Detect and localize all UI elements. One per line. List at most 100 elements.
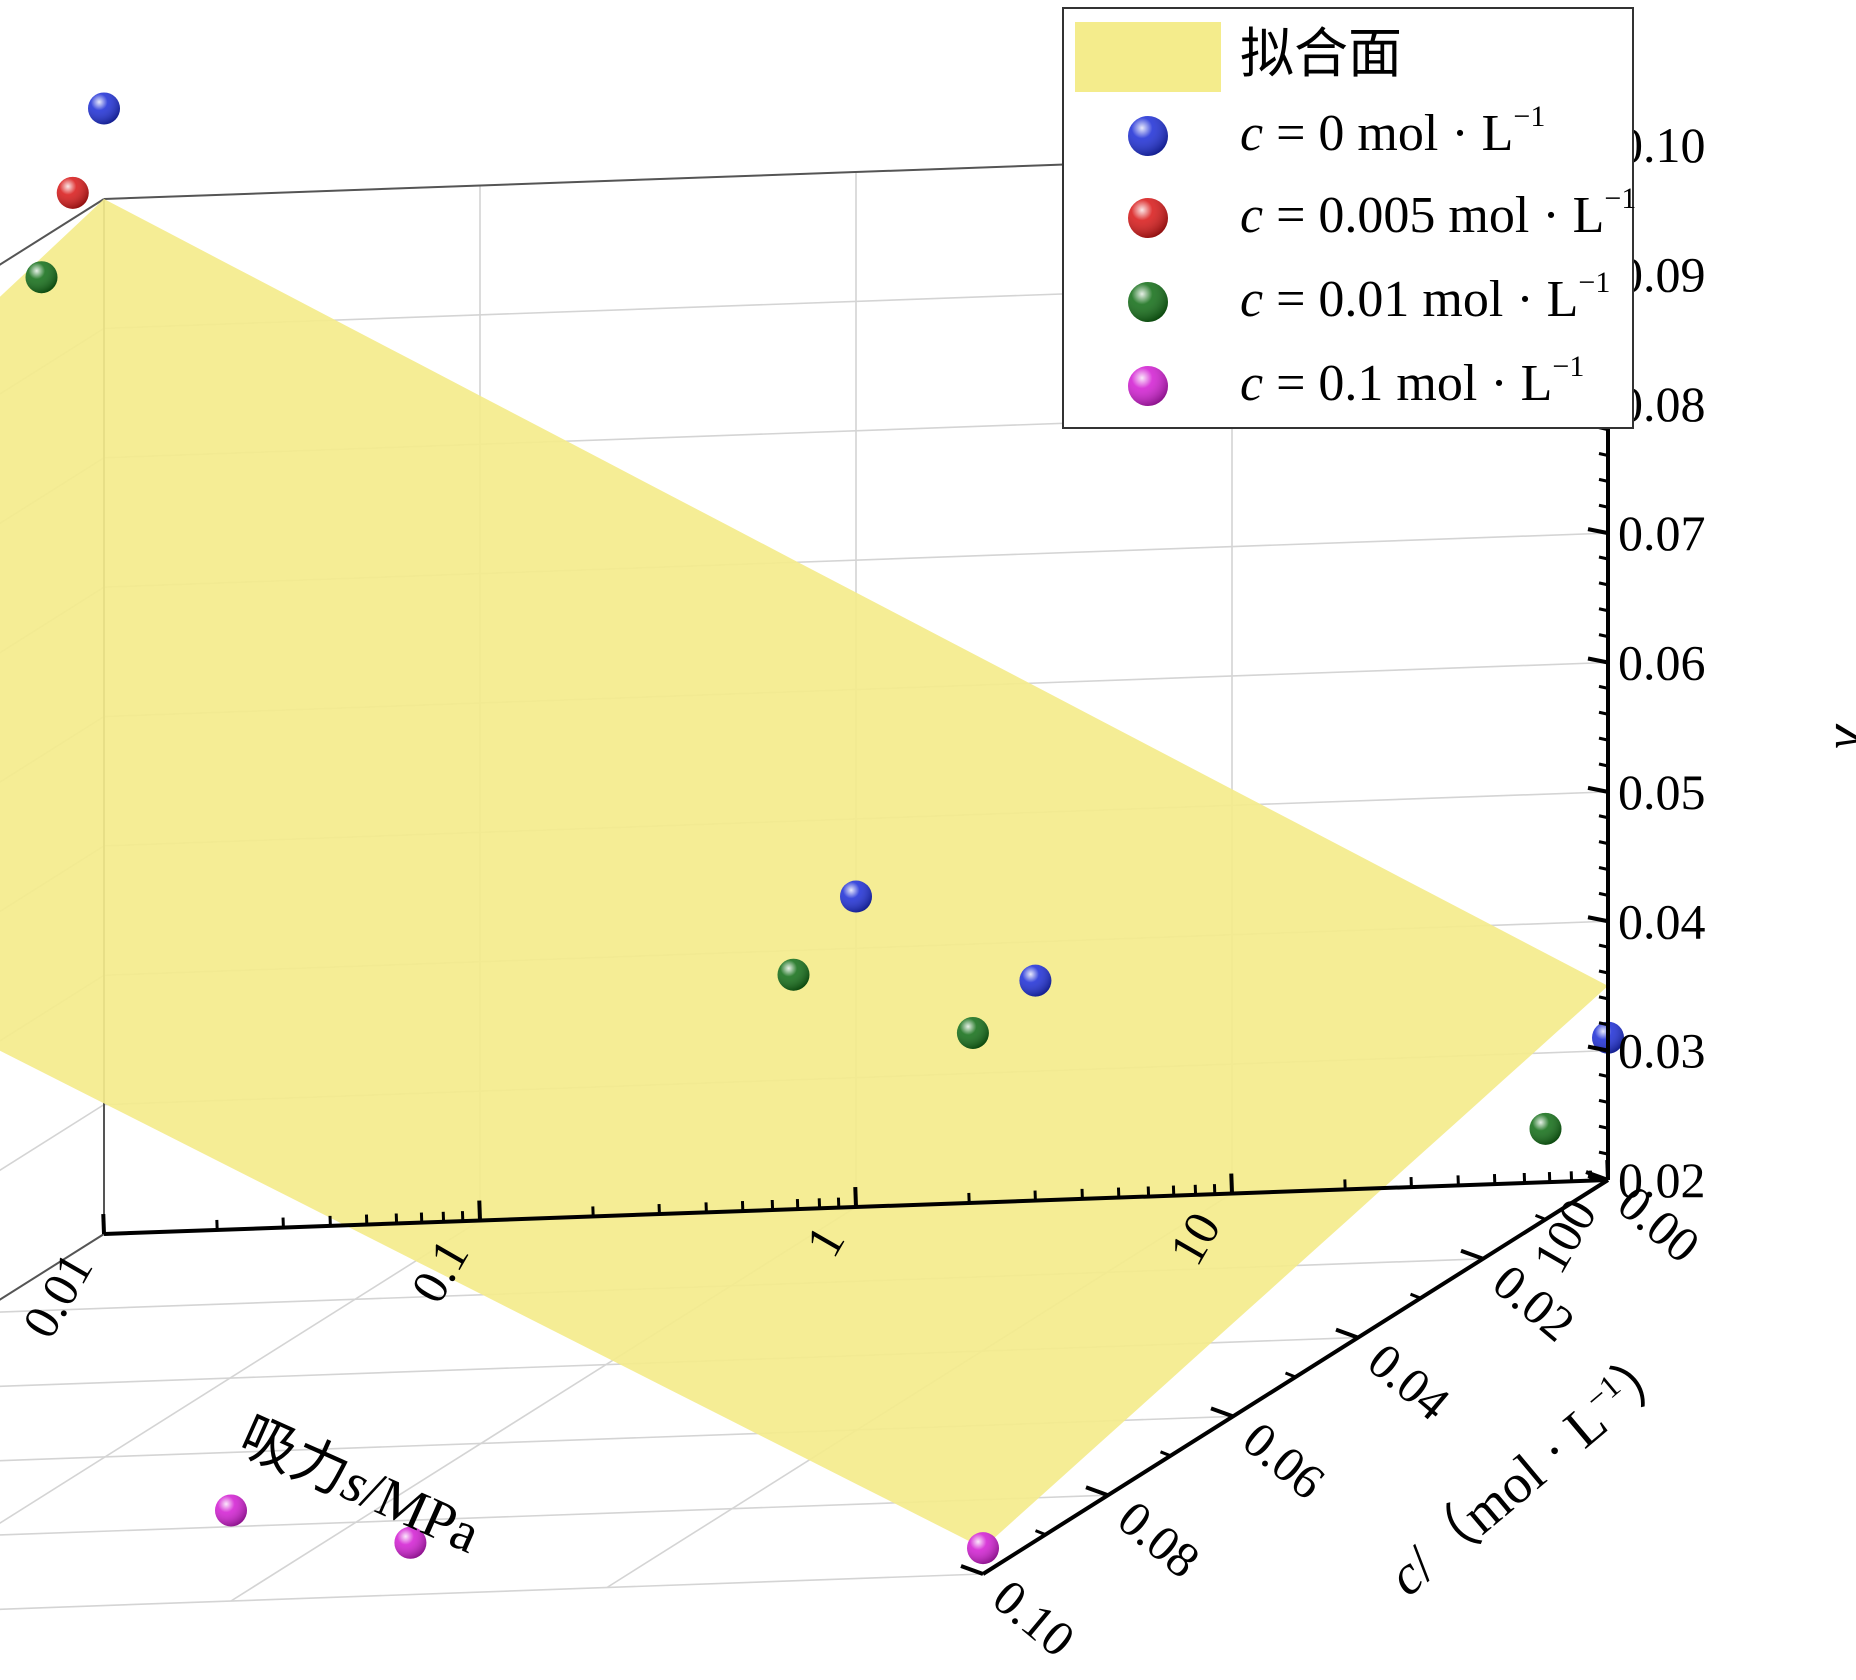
y-major-tick-1 [1460,1248,1484,1261]
y-minor-tick [1534,1214,1547,1221]
data-point-series-3-2 [777,958,810,991]
x-axis-title: 吸力s/MPa [230,1403,490,1566]
z-minor-tick [1598,891,1609,897]
data-point-series-1-3 [1019,964,1052,997]
z-tick-label-3: 0.05 [1618,764,1706,820]
legend-entry-series-2: c = 0.005 mol · L−1 [1128,182,1636,244]
gridline-floor-c-5 [0,1573,984,1611]
fitted-surface-layer [0,199,1608,1549]
data-point-series-3-4 [1529,1112,1562,1145]
z-minor-tick [1598,710,1609,716]
svg-text:c = 0 mol · L−1: c = 0 mol · L−1 [1240,100,1545,162]
z-minor-tick [1598,995,1609,1001]
y-tick-label-5: 0.10 [983,1568,1086,1667]
y-major-tick-3 [1210,1406,1234,1419]
svg-text:c = 0.1 mol · L−1: c = 0.1 mol · L−1 [1240,350,1584,412]
legend-sup-series-3: −1 [1578,266,1610,299]
svg-text:c = 0.005 mol · L−1: c = 0.005 mol · L−1 [1240,182,1636,244]
legend-var-series-2: c [1240,187,1263,244]
z-minor-tick [1598,633,1609,639]
z-major-tick-1 [1587,1044,1609,1053]
data-point-series-4-2 [215,1494,247,1527]
z-minor-tick [1598,736,1609,742]
x-major-tick-1 [477,1200,482,1221]
z-minor-tick [1598,477,1609,483]
z-minor-tick [1598,1098,1609,1104]
z-minor-tick [1598,503,1609,509]
legend-entry-series-1: c = 0 mol · L−1 [1128,100,1545,162]
x-tick-label-0: 0.01 [11,1243,103,1347]
z-major-tick-2 [1587,915,1609,924]
x-major-tick-4 [1605,1159,1610,1181]
legend-sup-series-1: −1 [1513,100,1545,133]
z-minor-tick [1598,866,1609,871]
data-point-series-4-4 [967,1532,999,1565]
legend: 拟合面 c = 0 mol · L−1 c = 0.005 mol · L−1 [1062,7,1636,429]
legend-entry-series-3: c = 0.01 mol · L−1 [1128,266,1610,328]
svg-text:吸力s/MPa: 吸力s/MPa [230,1403,490,1566]
z-minor-tick [1598,762,1609,768]
z-minor-tick [1598,840,1609,846]
data-point-series-1-2 [840,880,872,913]
y-tick-label-2: 0.04 [1358,1332,1461,1431]
z-minor-tick [1598,555,1609,561]
y-minor-tick [1284,1371,1297,1379]
y-major-tick-4 [1085,1485,1109,1498]
z-tick-label-1: 0.03 [1618,1023,1706,1079]
data-point-series-3-3 [956,1016,989,1049]
y-major-tick-5 [960,1564,984,1576]
y-tick-label-4: 0.08 [1108,1490,1211,1589]
z-axis-title-text: λ [1823,723,1856,749]
z-minor-tick [1598,969,1609,975]
legend-swatch-surface [1075,22,1221,92]
z-minor-tick [1598,1150,1609,1156]
y-minor-tick [1159,1450,1172,1458]
legend-text-series-2: = 0.005 mol · L [1263,187,1604,244]
data-point-series-2-1 [56,176,89,209]
legend-text-series-4: = 0.1 mol · L [1263,355,1552,412]
legend-text-series-3: = 0.01 mol · L [1263,271,1578,328]
z-minor-tick [1598,684,1609,690]
legend-sup-series-2: −1 [1604,182,1636,215]
z-minor-tick [1598,1073,1609,1078]
legend-entry-series-4: c = 0.1 mol · L−1 [1128,350,1584,412]
z-tick-label-0: 0.02 [1618,1152,1706,1208]
x-major-tick-3 [1229,1173,1234,1194]
fitted-surface [0,199,1608,1549]
y-major-tick-2 [1335,1327,1359,1340]
legend-var-series-4: c [1240,355,1263,412]
y-tick-label-3: 0.06 [1233,1411,1336,1510]
legend-series-entries: c = 0 mol · L−1 c = 0.005 mol · L−1 c = … [1128,100,1636,412]
z-minor-tick [1598,814,1609,820]
z-tick-label-4: 0.06 [1618,635,1706,691]
z-minor-tick [1598,581,1609,587]
x-major-tick-2 [853,1186,858,1208]
z-minor-tick [1598,943,1609,949]
legend-sup-series-4: −1 [1552,350,1584,383]
z-major-tick-0 [1587,1174,1609,1182]
y-minor-tick [1034,1529,1047,1536]
data-point-series-4-3 [394,1526,427,1559]
y-axis-title-close: ） [1605,1333,1688,1416]
z-tick-label-2: 0.04 [1618,893,1706,949]
svg-text:c = 0.01 mol · L−1: c = 0.01 mol · L−1 [1240,266,1610,328]
data-point-series-3-1 [25,261,58,294]
z-minor-tick [1598,452,1609,457]
y-minor-tick [1409,1292,1422,1300]
z-major-tick-4 [1587,656,1609,665]
legend-var-series-1: c [1240,105,1263,162]
z-minor-tick [1598,607,1609,613]
z-major-tick-3 [1587,785,1609,794]
x-major-tick-0 [101,1213,106,1235]
data-point-series-1-1 [88,92,120,125]
z-minor-tick [1598,1021,1609,1027]
legend-label-surface: 拟合面 [1240,22,1402,85]
legend-text-series-1: = 0 mol · L [1263,105,1513,162]
legend-var-series-3: c [1240,271,1263,328]
z-minor-tick [1598,1124,1609,1130]
gridline-floor-s-1 [0,1219,481,1525]
z-axis-title: λ [1823,723,1856,749]
z-major-tick-5 [1587,527,1609,536]
z-tick-label-5: 0.07 [1618,505,1706,561]
